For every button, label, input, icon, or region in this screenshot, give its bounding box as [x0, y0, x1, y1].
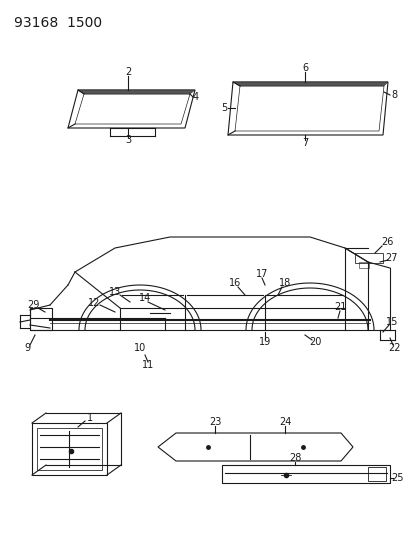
Bar [221, 465, 389, 483]
Bar [37, 428, 102, 470]
Text: 16: 16 [228, 278, 240, 288]
Bar [358, 262, 368, 268]
Text: 22: 22 [388, 343, 400, 353]
Bar [32, 423, 107, 475]
Text: 6: 6 [301, 63, 307, 73]
Text: 10: 10 [133, 343, 146, 353]
Text: 17: 17 [255, 269, 268, 279]
Text: 1: 1 [87, 413, 93, 423]
Text: 93168  1500: 93168 1500 [14, 16, 102, 30]
Text: 28: 28 [288, 453, 301, 463]
Bar [367, 467, 385, 481]
Text: 19: 19 [258, 337, 271, 347]
Text: 20: 20 [308, 337, 320, 347]
Text: 3: 3 [125, 135, 131, 145]
Text: 15: 15 [385, 317, 397, 327]
Polygon shape [78, 90, 195, 94]
Text: 5: 5 [221, 103, 227, 113]
Text: 21: 21 [333, 302, 345, 312]
Bar [354, 253, 382, 263]
Text: 25: 25 [391, 473, 403, 483]
Text: 8: 8 [390, 90, 396, 100]
Text: 14: 14 [138, 293, 151, 303]
Text: 18: 18 [278, 278, 290, 288]
Text: 24: 24 [278, 417, 290, 427]
Text: 27: 27 [385, 253, 397, 263]
Polygon shape [233, 82, 387, 86]
Text: 29: 29 [27, 300, 39, 310]
Text: 2: 2 [125, 67, 131, 77]
Text: 13: 13 [109, 287, 121, 297]
Text: 11: 11 [142, 360, 154, 370]
Bar [30, 308, 52, 330]
Text: 9: 9 [24, 343, 30, 353]
Text: 12: 12 [88, 298, 100, 308]
Text: 26: 26 [380, 237, 392, 247]
Text: 4: 4 [192, 92, 199, 102]
Text: 7: 7 [301, 138, 307, 148]
Text: 23: 23 [208, 417, 221, 427]
